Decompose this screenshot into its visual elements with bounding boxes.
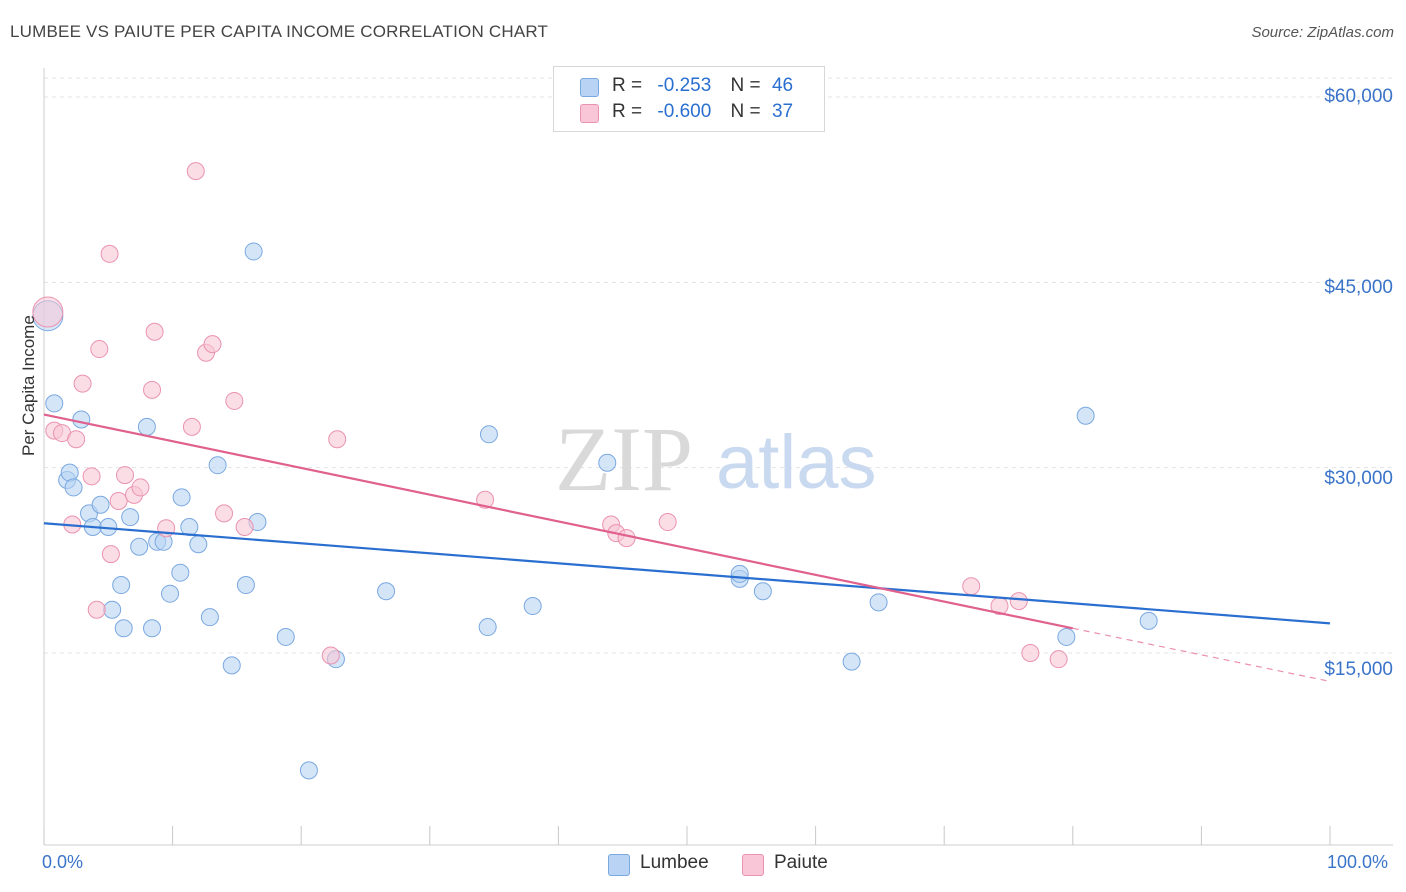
lumbee-point [869, 593, 888, 612]
lumbee-trend-line [43, 522, 1331, 625]
lumbee-point [137, 417, 156, 436]
lumbee-point [180, 517, 199, 536]
lumbee-point [112, 576, 131, 595]
lumbee-point [244, 242, 263, 261]
paiute-point [67, 430, 86, 449]
lumbee-point [478, 618, 497, 637]
paiute-point [617, 529, 636, 548]
lumbee-point [143, 619, 162, 638]
paiute-point [90, 340, 109, 359]
legend-label-paiute: Paiute [774, 852, 828, 873]
x-tick-max: 100.0% [1327, 852, 1389, 872]
paiute-point [143, 380, 162, 399]
paiute-point [109, 492, 128, 511]
lumbee-point [1139, 611, 1158, 630]
paiute-trend-line [43, 413, 1074, 630]
y-tick-30000: $30,000 [1324, 468, 1393, 489]
n-label: N = [730, 75, 761, 96]
lumbee-point [45, 394, 64, 413]
lumbee-point [60, 463, 79, 482]
watermark-zip: ZIP [555, 408, 693, 510]
paiute-point [186, 162, 205, 181]
lumbee-point [130, 537, 149, 556]
lumbee-point [523, 597, 542, 616]
x-tick-min: 0.0% [42, 852, 84, 872]
lumbee-point [121, 508, 140, 527]
paiute-point [101, 545, 120, 564]
trend-lines [43, 413, 1331, 683]
lumbee-point [598, 453, 617, 472]
source-credit: Source: ZipAtlas.com [1251, 24, 1394, 41]
paiute-point [145, 322, 164, 341]
lumbee-point [1057, 627, 1076, 646]
y-tick-45000: $45,000 [1324, 277, 1393, 298]
lumbee-point [753, 582, 772, 601]
paiute-point [476, 490, 495, 509]
lumbee-point [730, 564, 749, 583]
lumbee-point [189, 535, 208, 554]
legend-swatch-lumbee [608, 854, 630, 876]
lumbee-point [842, 652, 861, 671]
lumbee-point [222, 656, 241, 675]
n-value: 37 [771, 101, 794, 122]
chart-title: LUMBEE VS PAIUTE PER CAPITA INCOME CORRE… [10, 22, 549, 41]
lumbee-point [103, 600, 122, 619]
legend-swatch-paiute [580, 104, 599, 123]
lumbee-point [276, 627, 295, 646]
paiute-point [1009, 592, 1028, 611]
lumbee-point [172, 488, 191, 507]
paiute-point [1049, 650, 1068, 669]
paiute-point [32, 296, 64, 328]
lumbee-point [479, 425, 498, 444]
paiute-point [82, 467, 101, 486]
paiute-point [328, 430, 347, 449]
legend-swatch-lumbee [580, 78, 599, 97]
lumbee-point [114, 619, 133, 638]
paiute-point [203, 335, 222, 354]
paiute-point [215, 504, 234, 523]
paiute-point [235, 517, 254, 536]
r-value: -0.600 [657, 101, 712, 122]
paiute-point [225, 391, 244, 410]
lumbee-point [171, 563, 190, 582]
paiute-point [182, 417, 201, 436]
lumbee-point [64, 478, 83, 497]
legend-swatch-paiute [742, 854, 764, 876]
lumbee-point [200, 608, 219, 627]
axes [43, 68, 1393, 846]
lumbee-point [91, 495, 110, 514]
legend-label-lumbee: Lumbee [640, 852, 709, 873]
r-label: R = [612, 75, 643, 96]
n-value: 46 [771, 75, 794, 96]
lumbee-point [208, 456, 227, 475]
y-axis-label: Per Capita Income [19, 315, 38, 456]
n-label: N = [730, 101, 761, 122]
lumbee-point [236, 576, 255, 595]
y-tick-60000: $60,000 [1324, 86, 1393, 107]
lumbee-point [161, 584, 180, 603]
paiute-point [321, 646, 340, 665]
watermark-atlas: atlas [716, 420, 877, 505]
lumbee-point [1076, 406, 1095, 425]
lumbee-point [299, 761, 318, 780]
paiute-point [131, 478, 150, 497]
paiute-point [116, 466, 135, 485]
paiute-point [962, 577, 981, 596]
y-tick-15000: $15,000 [1324, 659, 1393, 680]
paiute-point [658, 513, 677, 532]
paiute-point [1021, 644, 1040, 662]
lumbee-point [72, 410, 91, 429]
grid-lines [44, 77, 1393, 654]
r-label: R = [612, 101, 643, 122]
correlation-legend: R = -0.253 N = 46 R = -0.600 N = 37 [553, 66, 825, 132]
paiute-point [100, 244, 119, 263]
paiute-point [87, 600, 106, 619]
lumbee-point [377, 582, 396, 601]
r-value: -0.253 [657, 75, 712, 96]
paiute-point [73, 374, 92, 393]
